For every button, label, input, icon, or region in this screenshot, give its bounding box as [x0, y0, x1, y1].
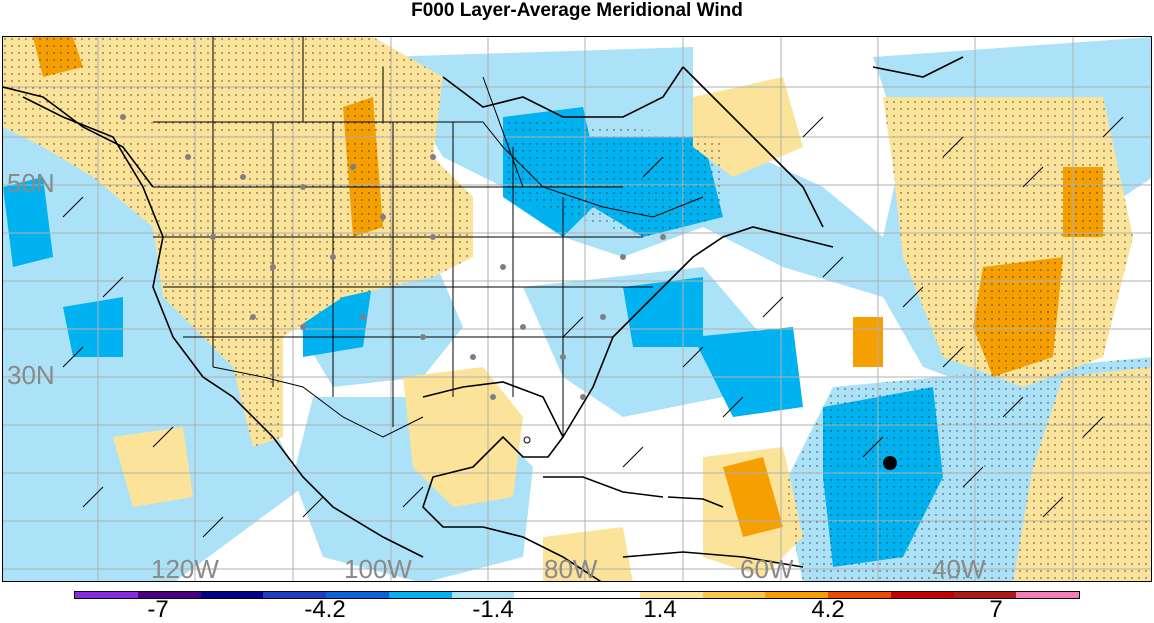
coast-greenland	[872, 56, 964, 78]
lon-label-120w: 120W	[151, 554, 219, 582]
field-pos-pacific	[113, 427, 193, 507]
state-lines-2	[153, 186, 653, 338]
colorbar-label: 7	[989, 596, 1003, 623]
core-pos-3	[723, 457, 783, 537]
colorbar	[74, 591, 1080, 599]
map-panel[interactable]: 50N 30N 120W 100W 80W 60W 40W	[2, 36, 1152, 582]
colorbar-segment	[890, 592, 954, 598]
colorbar-segment	[953, 592, 1017, 598]
coastlines	[3, 56, 964, 581]
graticule	[3, 37, 1151, 581]
stipple-overlay	[3, 37, 1151, 581]
coast-central-america	[482, 526, 602, 581]
colorbar-label: 4.2	[811, 596, 845, 623]
map-canvas	[3, 37, 1151, 581]
core-neg-5	[3, 177, 53, 267]
coast-south-america	[622, 551, 804, 568]
coast-labrador	[682, 66, 824, 228]
colorbar-label: 1.4	[643, 596, 677, 623]
map-title: F000 Layer-Average Meridional Wind	[411, 0, 743, 21]
lon-label-60w: 60W	[740, 554, 794, 582]
colorbar-segment	[388, 592, 452, 598]
stations	[120, 114, 666, 400]
lat-label-50n: 50N	[7, 168, 55, 198]
colorbar-segment	[200, 592, 264, 598]
colorbar-segment	[137, 592, 201, 598]
colorbar-segment	[514, 592, 577, 598]
field-pos-mexico	[543, 527, 633, 581]
canada-provinces	[212, 37, 524, 188]
colorbar-segment	[263, 592, 326, 598]
core-neg-4	[693, 327, 803, 417]
coast-gulf	[422, 381, 564, 528]
colorbar-label: -4.2	[304, 596, 346, 623]
colorbar-label: -7	[147, 596, 169, 623]
lat-label-30n: 30N	[7, 360, 55, 390]
coast-hudson	[442, 66, 684, 118]
political-borders	[153, 37, 704, 438]
colorbar-segment	[577, 592, 640, 598]
colorbar-segment	[765, 592, 828, 598]
colorbar-labels: -7 -4.2 -1.4 1.4 4.2 7	[0, 598, 1154, 622]
lon-label-80w: 80W	[544, 554, 598, 582]
field-pos-gulf	[403, 367, 523, 507]
coast-hispaniola	[667, 496, 724, 508]
colorbar-segment	[75, 592, 138, 598]
colorbar-label: -1.4	[472, 596, 514, 623]
coast-cuba	[543, 476, 664, 498]
field-neg-pacific	[3, 97, 303, 581]
open-station-circle	[523, 436, 531, 444]
coast-east	[562, 226, 834, 438]
colorbar-segment	[702, 592, 766, 598]
colorbar-segment	[1016, 592, 1079, 598]
storm-center-dot[interactable]	[883, 456, 897, 470]
lon-label-40w: 40W	[932, 554, 986, 582]
core-neg-6	[63, 297, 123, 357]
wind-barbs	[62, 116, 1124, 538]
colorbar-segment	[639, 592, 703, 598]
colorbar-segment	[451, 592, 515, 598]
border-us-mexico	[212, 366, 424, 438]
coast-alaska-panhandle	[3, 86, 154, 188]
lon-label-100w: 100W	[344, 554, 412, 582]
colorbar-segment	[828, 592, 891, 598]
colorbar-segment	[326, 592, 389, 598]
